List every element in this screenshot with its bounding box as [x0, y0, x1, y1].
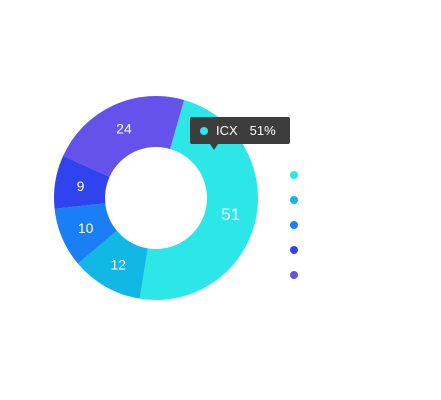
chart-tooltip: ICX 51% — [190, 117, 290, 150]
donut-slice-4[interactable] — [63, 96, 185, 177]
donut-slice-2[interactable] — [54, 203, 117, 264]
legend — [290, 171, 298, 279]
donut-slice-0[interactable] — [139, 99, 258, 300]
tooltip-series-name: ICX — [216, 123, 238, 138]
legend-marker-0[interactable] — [290, 171, 298, 179]
tooltip-percent: 51% — [249, 123, 276, 138]
slice-labels-group: 51 12 10 9 24 — [77, 121, 241, 273]
donut-slice-1[interactable] — [77, 230, 148, 299]
legend-marker-4[interactable] — [290, 271, 298, 279]
slice-value-label-2: 10 — [78, 220, 94, 236]
slice-value-label-4: 24 — [116, 121, 132, 137]
slice-value-label-0: 51 — [221, 205, 240, 224]
tooltip-color-dot — [200, 126, 208, 135]
legend-marker-1[interactable] — [290, 196, 298, 204]
slice-value-label-3: 9 — [77, 178, 85, 194]
slice-value-label-1: 12 — [110, 257, 126, 273]
donut-slice-3[interactable] — [54, 155, 110, 209]
legend-marker-3[interactable] — [290, 246, 298, 254]
slices-group — [54, 96, 258, 300]
legend-marker-2[interactable] — [290, 221, 298, 229]
